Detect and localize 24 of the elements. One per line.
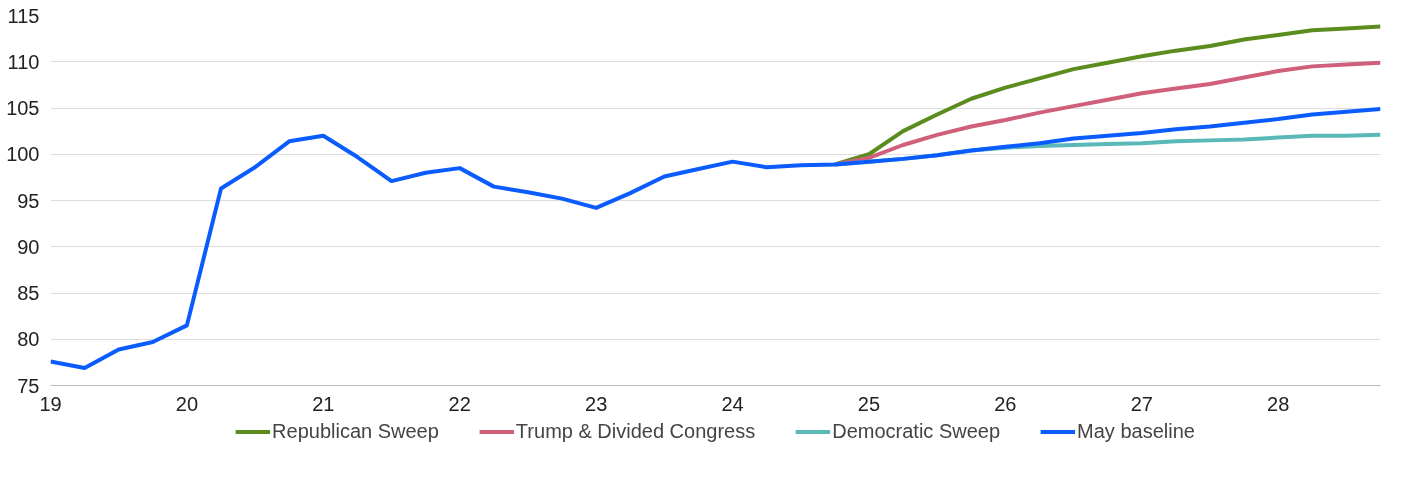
x-tick-label: 25 [857,392,881,415]
y-tick-label: 115 [7,4,40,27]
y-tick-label: 85 [17,282,40,304]
x-tick-label: 19 [39,392,62,415]
x-tick-label: 28 [1267,392,1290,415]
x-tick-label: 24 [721,392,744,415]
line-series [50,106,1381,370]
legend-label: Republican Sweep [272,419,439,443]
legend-label: Trump & Divided Congress [515,419,756,443]
y-tick-label: 95 [17,189,40,212]
y-tick-label: 75 [17,374,40,397]
x-tick-label: 27 [1130,392,1153,415]
x-tick-label: 23 [585,392,608,415]
x-tick-label: 22 [448,392,471,415]
y-tick-label: 105 [6,97,40,119]
y-tick-label: 110 [7,50,40,73]
y-tick-label: 100 [6,143,40,166]
x-tick-label: 26 [994,392,1017,415]
x-tick-label: 21 [312,392,335,415]
x-tick-label: 20 [175,392,199,415]
legend-label: Democratic Sweep [832,419,1001,443]
y-tick-label: 80 [17,328,40,351]
y-tick-label: 90 [17,235,40,258]
legend-label: May baseline [1077,419,1195,443]
